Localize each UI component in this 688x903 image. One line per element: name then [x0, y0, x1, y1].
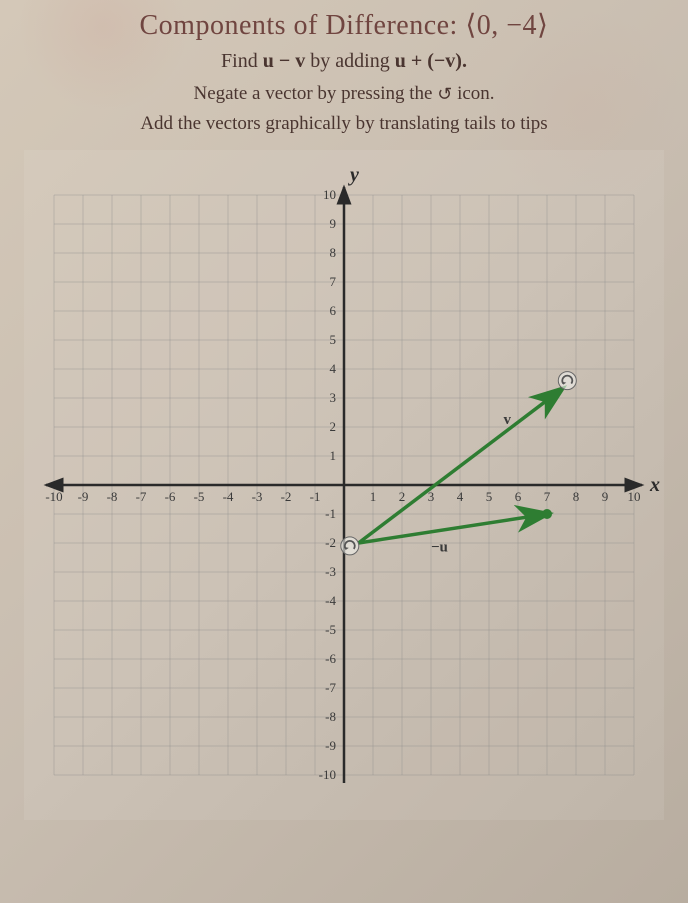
sub1-expr1: u − v [263, 50, 306, 72]
x-tick-label: -10 [45, 489, 62, 504]
y-tick-label: 1 [330, 448, 337, 463]
vector-u-endpoint[interactable] [542, 509, 552, 519]
y-tick-label: -8 [325, 709, 336, 724]
x-tick-label: 9 [602, 489, 609, 504]
x-tick-label: -2 [281, 489, 292, 504]
y-tick-label: 9 [330, 216, 337, 231]
subtitle-1: Find u − v by adding u + (−v). [20, 50, 668, 73]
x-tick-label: -4 [223, 489, 234, 504]
y-tick-label: 10 [323, 187, 336, 202]
x-tick-label: -1 [310, 489, 321, 504]
y-tick-label: -10 [319, 767, 336, 782]
y-tick-label: -2 [325, 535, 336, 550]
y-tick-label: 2 [330, 419, 337, 434]
y-tick-label: -5 [325, 622, 336, 637]
sub1-mid: by adding [305, 50, 394, 72]
x-tick-label: 7 [544, 489, 551, 504]
y-tick-label: 8 [330, 245, 337, 260]
rotate-icon: ↺ [437, 84, 452, 105]
sub1-pre: Find [221, 50, 263, 72]
x-axis-label: x [649, 474, 660, 496]
y-axis-label: y [348, 164, 359, 186]
y-tick-label: 5 [330, 332, 337, 347]
page-title: Components of Difference: ⟨0, −4⟩ [20, 8, 668, 42]
y-tick-label: -9 [325, 738, 336, 753]
y-tick-label: -7 [325, 680, 336, 695]
x-tick-label: 1 [370, 489, 377, 504]
x-tick-label: -9 [78, 489, 89, 504]
x-tick-label: 5 [486, 489, 493, 504]
y-tick-label: 4 [330, 361, 337, 376]
y-tick-label: 6 [330, 303, 337, 318]
x-tick-label: -8 [107, 489, 118, 504]
x-tick-label: -7 [136, 489, 147, 504]
x-tick-label: 2 [399, 489, 406, 504]
x-tick-label: -3 [252, 489, 263, 504]
title-prefix: Components of Difference: [140, 10, 466, 41]
sub1-expr2: u + (−v). [395, 50, 467, 72]
y-tick-label: -1 [325, 506, 336, 521]
y-tick-label: -6 [325, 651, 336, 666]
chart-container[interactable]: -10 -9 -8 -7 -6 -5 -4 -3 -2 -1 1 2 3 4 5 6 7 8 9 10 -10 -9 -8 -… [24, 150, 664, 820]
x-tick-label: -6 [165, 489, 176, 504]
x-tick-label: -5 [194, 489, 205, 504]
y-tick-label: -3 [325, 564, 336, 579]
y-tick-label: 3 [330, 390, 337, 405]
subtitle-2: Negate a vector by pressing the ↺ icon. [20, 83, 668, 105]
vector-label-v: v [504, 412, 512, 428]
sub2-post: icon. [452, 83, 494, 104]
x-tick-label: 4 [457, 489, 464, 504]
header-block: Components of Difference: ⟨0, −4⟩ Find u… [0, 0, 688, 135]
x-tick-label: 8 [573, 489, 580, 504]
title-vector: ⟨0, −4⟩ [465, 10, 548, 41]
sub2-pre: Negate a vector by pressing the [193, 83, 437, 104]
vector-label-u: −u [431, 540, 448, 556]
x-tick-label: 10 [628, 489, 641, 504]
subtitle-3: Add the vectors graphically by translati… [20, 113, 668, 135]
y-tick-label: -4 [325, 593, 336, 608]
x-tick-label: 6 [515, 489, 522, 504]
vector-chart[interactable]: -10 -9 -8 -7 -6 -5 -4 -3 -2 -1 1 2 3 4 5 6 7 8 9 10 -10 -9 -8 -… [24, 150, 664, 820]
y-tick-label: 7 [330, 274, 337, 289]
negate-button-u[interactable] [341, 537, 359, 555]
negate-button-v[interactable] [558, 372, 576, 390]
